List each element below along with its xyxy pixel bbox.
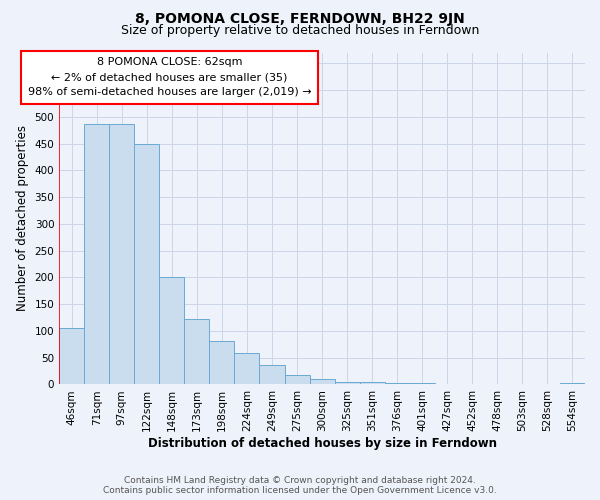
Bar <box>134 144 160 384</box>
Bar <box>235 354 259 384</box>
Bar <box>385 383 410 384</box>
Bar <box>259 364 284 384</box>
Text: Contains HM Land Registry data © Crown copyright and database right 2024.
Contai: Contains HM Land Registry data © Crown c… <box>103 476 497 495</box>
Bar <box>284 376 310 384</box>
Bar <box>84 124 109 384</box>
Text: Size of property relative to detached houses in Ferndown: Size of property relative to detached ho… <box>121 24 479 37</box>
Bar <box>335 382 359 384</box>
X-axis label: Distribution of detached houses by size in Ferndown: Distribution of detached houses by size … <box>148 437 497 450</box>
Bar <box>560 383 585 384</box>
Text: 8, POMONA CLOSE, FERNDOWN, BH22 9JN: 8, POMONA CLOSE, FERNDOWN, BH22 9JN <box>135 12 465 26</box>
Bar <box>184 319 209 384</box>
Y-axis label: Number of detached properties: Number of detached properties <box>16 126 29 312</box>
Bar <box>59 328 84 384</box>
Bar <box>109 124 134 384</box>
Bar <box>160 278 184 384</box>
Bar <box>359 382 385 384</box>
Text: 8 POMONA CLOSE: 62sqm
← 2% of detached houses are smaller (35)
98% of semi-detac: 8 POMONA CLOSE: 62sqm ← 2% of detached h… <box>28 58 311 97</box>
Bar <box>310 379 335 384</box>
Bar <box>209 340 235 384</box>
